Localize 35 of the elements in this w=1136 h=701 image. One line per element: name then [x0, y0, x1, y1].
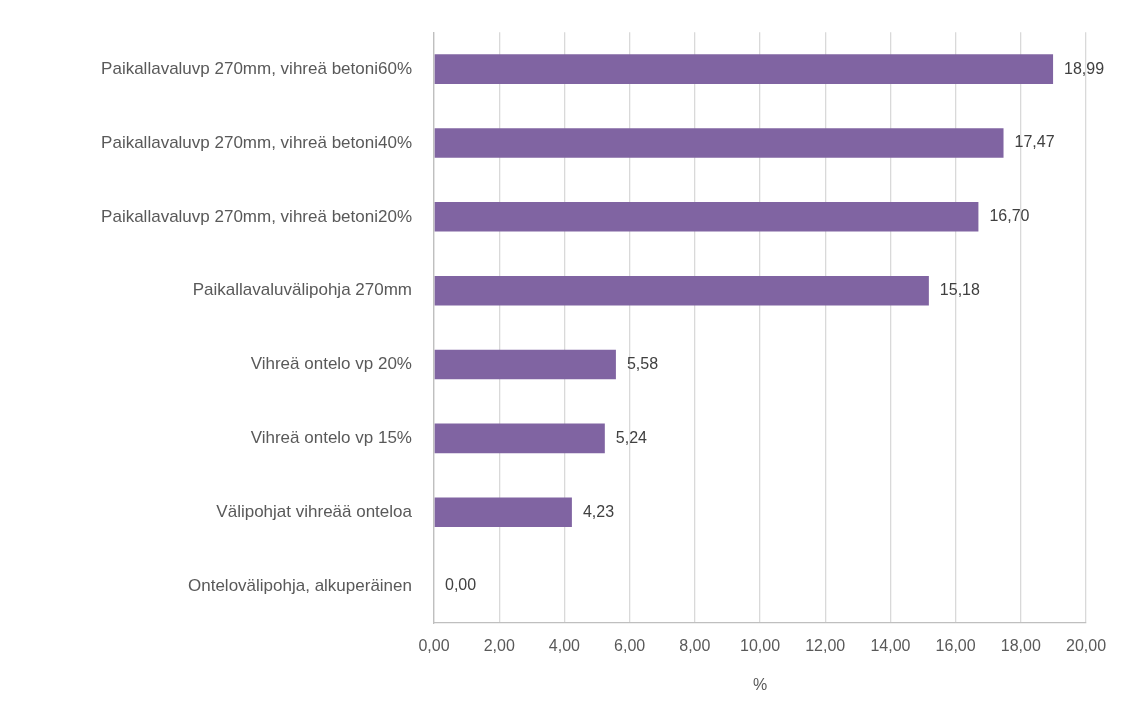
data-label: 5,58	[626, 354, 659, 372]
data-label: 15,18	[939, 281, 981, 299]
x-axis-title: %	[752, 675, 768, 693]
data-label: 16,70	[989, 207, 1030, 225]
y-tick-label: Ontelovälipohja, alkuperäinen	[188, 575, 412, 595]
bar	[434, 423, 605, 454]
data-label: 18,99	[1064, 59, 1105, 77]
data-label: 5,24	[615, 428, 648, 446]
bar	[434, 202, 979, 232]
data-label: 0,00	[445, 576, 477, 594]
y-tick-label: Paikallavaluvälipohja 270mm	[192, 280, 412, 300]
x-tick-label: 12,00	[805, 637, 846, 655]
x-tick-label: 4,00	[548, 637, 581, 655]
bar	[434, 128, 1004, 158]
y-tick-label: Paikallavaluvp 270mm, vihreä betoni40%	[101, 132, 412, 152]
y-tick-label: Paikallavaluvp 270mm, vihreä betoni60%	[101, 58, 412, 78]
bar	[434, 497, 572, 527]
x-tick-label: 18,00	[1000, 637, 1041, 655]
x-tick-label: 20,00	[1065, 637, 1107, 655]
bar	[434, 349, 616, 380]
data-label: 4,23	[582, 502, 615, 520]
y-tick-label: Paikallavaluvp 270mm, vihreä betoni20%	[101, 206, 412, 226]
data-label: 17,47	[1014, 133, 1055, 151]
y-tick-label: Vihreä ontelo vp 15%	[250, 428, 412, 448]
x-tick-label: 0,00	[418, 637, 450, 655]
y-tick-label: Vihreä ontelo vp 20%	[250, 354, 412, 374]
x-tick-label: 16,00	[935, 637, 976, 655]
bar	[434, 54, 1054, 84]
y-tick-label: Välipohjat vihreää onteloa	[216, 501, 413, 521]
x-tick-label: 14,00	[870, 637, 911, 655]
x-tick-label: 2,00	[483, 637, 515, 655]
x-tick-label: 6,00	[614, 637, 646, 655]
x-tick-label: 8,00	[679, 637, 711, 655]
x-tick-label: 10,00	[739, 637, 781, 655]
bar	[434, 275, 929, 306]
